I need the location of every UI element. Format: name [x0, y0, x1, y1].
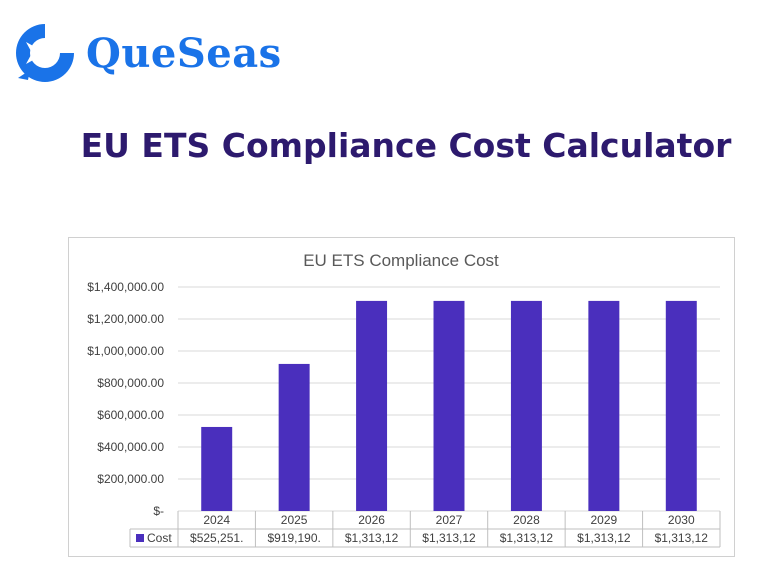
x-tick-label: 2025 [281, 513, 308, 527]
data-table-value: $919,190. [267, 531, 320, 545]
chart-title: EU ETS Compliance Cost [303, 251, 499, 270]
y-tick-label: $800,000.00 [97, 376, 164, 390]
x-tick-label: 2027 [436, 513, 463, 527]
bar-2027 [433, 300, 465, 511]
x-tick-label: 2030 [668, 513, 695, 527]
data-table-value: $1,313,12 [577, 531, 631, 545]
bar-2026 [356, 300, 388, 511]
y-tick-label: $- [153, 504, 164, 518]
y-tick-label: $200,000.00 [97, 472, 164, 486]
x-tick-label: 2028 [513, 513, 540, 527]
queseas-logo-icon [16, 24, 74, 82]
data-table-value: $525,251. [190, 531, 243, 545]
cost-bar-chart: EU ETS Compliance Cost $- $200,000.00 $400,… [87, 251, 721, 548]
data-table-value: $1,313,12 [422, 531, 476, 545]
bar-2028 [510, 300, 542, 511]
chart-frame [68, 237, 735, 557]
x-tick-label: 2026 [358, 513, 385, 527]
y-tick-label: $1,400,000.00 [87, 280, 164, 294]
brand-name: QueSeas [86, 29, 282, 77]
y-tick-label: $400,000.00 [97, 440, 164, 454]
data-table-value: $1,313,12 [655, 531, 709, 545]
bar-2030 [665, 300, 697, 511]
x-tick-label: 2024 [203, 513, 230, 527]
legend-swatch [136, 534, 144, 542]
y-tick-label: $600,000.00 [97, 408, 164, 422]
page-title: EU ETS Compliance Cost Calculator [80, 126, 732, 165]
x-tick-label: 2029 [591, 513, 618, 527]
data-table-value: $1,313,12 [500, 531, 554, 545]
y-tick-label: $1,200,000.00 [87, 312, 164, 326]
legend-label: Cost [147, 531, 172, 545]
brand-logo: QueSeas [12, 20, 282, 86]
y-tick-label: $1,000,000.00 [87, 344, 164, 358]
bar-2025 [278, 363, 310, 511]
bar-2029 [588, 300, 620, 511]
data-table-value: $1,313,12 [345, 531, 399, 545]
bar-2024 [201, 426, 233, 511]
